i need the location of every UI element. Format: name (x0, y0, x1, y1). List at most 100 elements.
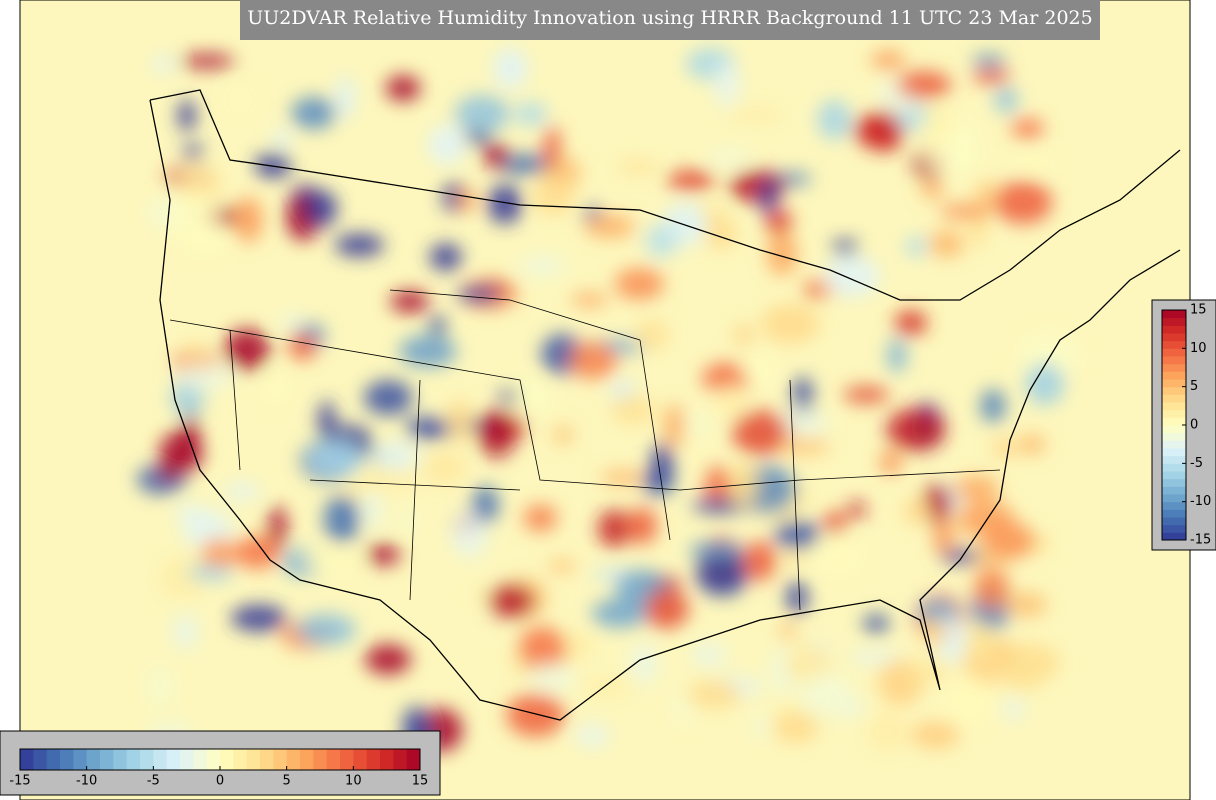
field-blob (506, 693, 565, 737)
colorbar-tick-label: -10 (76, 774, 97, 789)
field-blob (1004, 698, 1024, 720)
field-blob (422, 451, 467, 485)
field-blob (702, 363, 751, 394)
field-blob (296, 614, 356, 646)
field-blob (428, 125, 467, 165)
colorbar-tick-label: 0 (216, 774, 224, 789)
field-blob (831, 239, 859, 255)
field-blob (176, 163, 224, 206)
field-blob (147, 666, 173, 706)
colorbar-band (73, 749, 88, 770)
colorbar-band (100, 749, 114, 770)
map-title: UU2DVAR Relative Humidity Innovation usi… (247, 7, 1092, 29)
colorbar-band (1162, 402, 1186, 411)
field-blob (505, 378, 547, 417)
field-blob (729, 461, 759, 506)
field-blob (767, 232, 798, 276)
colorbar-tick-label: 0 (1190, 418, 1198, 433)
field-blob (172, 504, 210, 520)
colorbar-band (340, 749, 354, 770)
field-blob (268, 505, 287, 550)
colorbar-band (1162, 409, 1186, 418)
colorbar-band (140, 749, 154, 770)
field-blob (774, 436, 830, 456)
field-blob (910, 660, 951, 682)
field-blob (923, 137, 978, 175)
field-blob (518, 626, 567, 672)
field-blob (254, 152, 292, 179)
field-blob (905, 236, 927, 257)
field-blob (761, 303, 820, 344)
field-blob (451, 510, 488, 558)
field-blob (666, 170, 716, 191)
field-blob (429, 315, 446, 336)
field-blob (674, 417, 716, 431)
field-blob (786, 580, 808, 615)
field-blob (939, 204, 992, 219)
colorbar-band (326, 749, 341, 770)
field-blob (456, 286, 501, 303)
field-blob (483, 143, 509, 169)
colorbar-band (1162, 532, 1186, 541)
colorbar-tick-label: -15 (9, 774, 30, 789)
colorbar-band (286, 749, 301, 770)
innovation-field (137, 47, 1079, 753)
field-blob (871, 50, 906, 70)
field-blob (614, 268, 665, 300)
colorbar-band (1162, 501, 1186, 510)
field-blob (446, 399, 473, 444)
field-blob (272, 128, 291, 151)
field-blob (307, 440, 363, 478)
colorbar-band (1162, 394, 1186, 403)
colorbar-band (273, 749, 288, 770)
field-blob (630, 642, 658, 684)
field-blob (817, 99, 852, 140)
field-blob (591, 599, 648, 628)
coast-line (149, 99, 1181, 721)
colorbar-band (1162, 509, 1186, 518)
field-blob (454, 95, 510, 133)
field-blob (866, 711, 909, 753)
field-blob (610, 394, 656, 425)
field-blob (288, 332, 317, 361)
field-blob (173, 363, 233, 391)
colorbar-band (1162, 371, 1186, 380)
field-blob (548, 558, 576, 574)
field-blob (910, 721, 961, 749)
coastlines (149, 89, 1181, 721)
field-blob (230, 604, 287, 632)
field-blob (920, 181, 944, 198)
field-blob (941, 549, 981, 564)
field-blob (335, 75, 355, 120)
colorbar-band (166, 749, 181, 770)
field-blob (865, 110, 904, 152)
field-blob (229, 89, 251, 110)
field-blob (814, 535, 859, 573)
colorbar-band (1162, 448, 1186, 457)
field-blob (1025, 363, 1065, 406)
field-blob (523, 504, 558, 532)
field-blob (405, 417, 453, 440)
colorbar-tick-label: 5 (1190, 379, 1198, 394)
colorbar-tick-label: 10 (345, 774, 362, 789)
colorbar-tick-label: -5 (147, 774, 160, 789)
field-blob (714, 385, 750, 420)
field-blob (805, 284, 823, 299)
colorbar-band (86, 749, 101, 770)
field-blob (456, 189, 477, 212)
colorbar-band (1162, 333, 1186, 342)
field-blob (552, 426, 574, 445)
field-blob (994, 180, 1053, 224)
colorbar-band (1162, 494, 1186, 503)
field-blob (887, 338, 907, 374)
field-blob (338, 482, 375, 495)
field-blob (234, 196, 263, 243)
field-blob (772, 710, 819, 744)
field-blob (863, 614, 890, 634)
field-blob (849, 649, 902, 665)
colorbar-tick-label: -15 (1190, 533, 1211, 548)
field-blob (186, 565, 234, 581)
field-blob (178, 99, 196, 133)
colorbar-band (1162, 478, 1186, 487)
field-blob (615, 160, 660, 174)
